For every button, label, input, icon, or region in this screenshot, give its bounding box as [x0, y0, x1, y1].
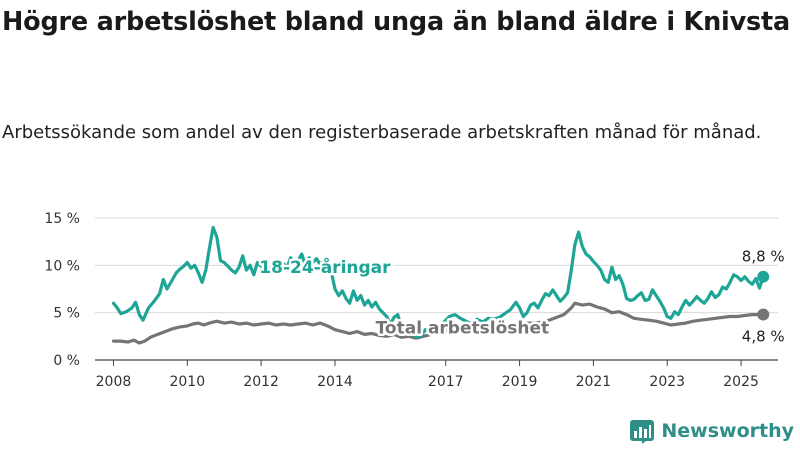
y-tick-label: 0 %: [53, 353, 80, 369]
x-tick-label: 2025: [723, 374, 759, 390]
x-tick-label: 2008: [96, 374, 132, 390]
series-name-label-1: Total arbetslöshet: [376, 318, 550, 338]
series-name-label-0: 18-24-åringar: [259, 256, 391, 278]
x-tick-label: 2017: [428, 374, 464, 390]
y-tick-label: 15 %: [44, 211, 80, 227]
y-tick-label: 10 %: [44, 258, 80, 274]
end-marker-1: [757, 308, 770, 321]
x-tick-label: 2019: [502, 374, 538, 390]
series-line-1: [111, 301, 765, 345]
x-tick-label: 2014: [317, 374, 353, 390]
series-end-markers: [757, 270, 770, 321]
end-value-label-1: 4,8 %: [742, 328, 785, 346]
x-tick-label: 2021: [576, 374, 612, 390]
end-marker-0: [757, 270, 770, 283]
series-lines: [111, 225, 765, 345]
x-tick-label: 2012: [243, 374, 279, 390]
newsworthy-logo-text: Newsworthy: [661, 420, 794, 442]
newsworthy-logo: Newsworthy: [629, 418, 794, 444]
grid-lines: [95, 217, 778, 361]
x-tick-label: 2010: [169, 374, 205, 390]
y-axis: 0 % 5 % 10 % 15 %: [44, 211, 80, 369]
newsworthy-logo-icon: [630, 420, 655, 444]
chart-title: Högre arbetslöshet bland unga än bland ä…: [2, 7, 790, 37]
x-tick-label: 2023: [649, 374, 685, 390]
series-line-0: [111, 225, 765, 339]
end-value-label-0: 8,8 %: [742, 248, 785, 266]
chart-subtitle: Arbetssökande som andel av den registerb…: [2, 122, 762, 143]
x-axis: 2008 2010 2012 2014 2017 2019 2021 2023 2025: [96, 360, 759, 390]
series-labels: 4,8 % 8,8 % 18-24-åringar Total arbetslöshe…: [257, 248, 785, 346]
y-tick-label: 5 %: [53, 306, 80, 322]
